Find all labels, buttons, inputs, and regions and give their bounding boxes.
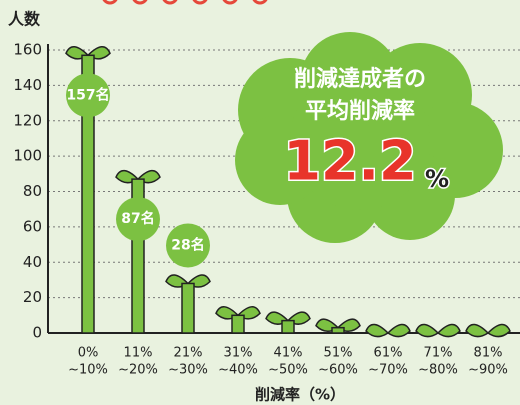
x-tick-label: ~40% — [218, 363, 258, 378]
x-tick-label: 11% — [124, 346, 153, 361]
x-tick-label: 21% — [174, 346, 203, 361]
annotation-unit: % — [425, 165, 449, 193]
y-tick-label: 160 — [13, 41, 42, 59]
x-tick-label: 41% — [274, 346, 303, 361]
value-label: 28名 — [171, 236, 204, 253]
bar — [332, 328, 344, 333]
bar — [232, 315, 244, 333]
x-tick-label: ~60% — [318, 363, 358, 378]
annotation-line: 削減達成者の — [294, 66, 426, 92]
y-tick-label: 100 — [13, 147, 42, 165]
x-tick-label: ~90% — [468, 363, 508, 378]
bar — [282, 321, 294, 333]
annotation-cloud: 削減達成者の 平均削減率 12.2 % — [235, 32, 503, 243]
x-axis-title: 削減率（%） — [255, 386, 345, 404]
x-tick-label: 51% — [324, 346, 353, 361]
top-decoration — [103, 0, 267, 3]
y-tick-label: 120 — [13, 111, 42, 129]
y-axis-title: 人数 — [8, 10, 41, 29]
y-tick-label: 40 — [23, 253, 42, 271]
x-tick-label: ~30% — [168, 363, 208, 378]
y-tick-label: 140 — [13, 76, 42, 94]
y-tick-label: 60 — [23, 217, 42, 235]
leaf — [366, 324, 410, 336]
chart: 人数 削減率（%） 0 20 40 60 80 100 120 140 160 0% ~10% 157… — [0, 0, 520, 405]
x-tick-label: 31% — [224, 346, 253, 361]
x-tick-label: ~80% — [418, 363, 458, 378]
annotation-line: 平均削減率 — [305, 98, 415, 124]
value-label: 87名 — [121, 210, 154, 227]
leaf — [416, 324, 460, 336]
annotation-value: 12.2 — [283, 130, 416, 193]
leaf — [466, 324, 510, 336]
x-tick-label: ~10% — [68, 363, 108, 378]
page: {"chart_data": {"type": "bar", "y_label"… — [0, 0, 520, 405]
x-tick-label: 61% — [374, 346, 403, 361]
x-tick-label: ~50% — [268, 363, 308, 378]
y-tick-label: 20 — [23, 288, 42, 306]
x-tick-label: 71% — [424, 346, 453, 361]
y-tick-label: 0 — [32, 324, 42, 342]
bar — [182, 283, 194, 333]
x-tick-label: ~20% — [118, 363, 158, 378]
y-tick-label: 80 — [23, 182, 42, 200]
x-tick-label: 0% — [78, 346, 99, 361]
x-tick-label: 81% — [474, 346, 503, 361]
x-tick-label: ~70% — [368, 363, 408, 378]
value-label: 157名 — [66, 86, 109, 103]
